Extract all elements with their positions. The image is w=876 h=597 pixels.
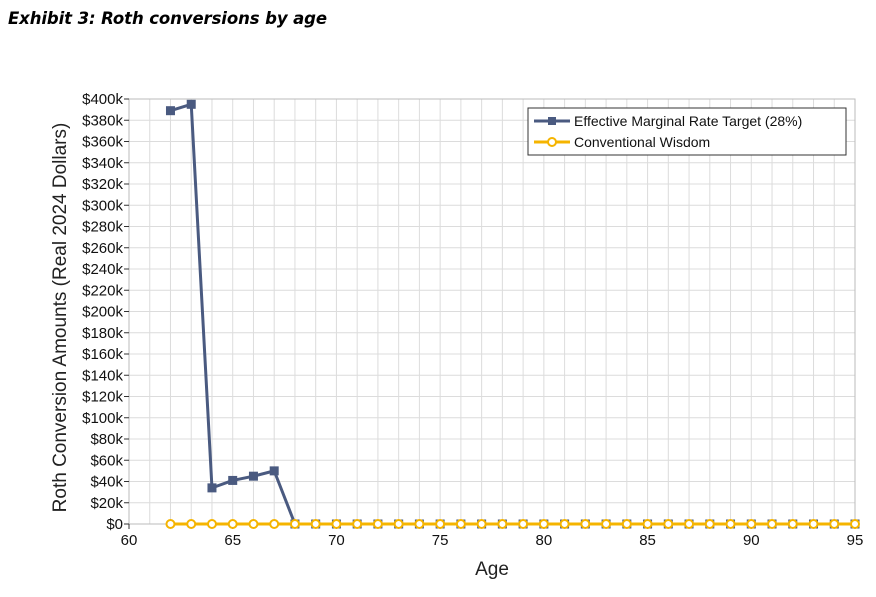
y-axis-title: Roth Conversion Amounts (Real 2024 Dolla… — [50, 123, 71, 513]
data-point — [704, 519, 715, 529]
data-point — [455, 519, 466, 529]
y-tick-label: $0 — [106, 516, 123, 533]
data-point — [165, 106, 175, 116]
data-point — [289, 519, 300, 529]
data-point — [248, 471, 258, 481]
y-tick-label: $240k — [82, 261, 123, 278]
x-tick-label: 65 — [224, 532, 241, 549]
data-point — [642, 519, 653, 529]
data-point — [518, 519, 529, 529]
legend-label: Effective Marginal Rate Target (28%) — [574, 113, 802, 129]
y-tick-label: $220k — [82, 282, 123, 299]
y-tick-label: $60k — [90, 452, 123, 469]
y-tick-label: $280k — [82, 219, 123, 236]
data-point — [269, 466, 279, 476]
data-point — [601, 519, 612, 529]
data-point — [829, 519, 840, 529]
y-tick-label: $360k — [82, 134, 123, 151]
data-point — [165, 519, 176, 529]
data-point — [476, 519, 487, 529]
series-2 — [165, 519, 860, 529]
y-tick-label: $180k — [82, 325, 123, 342]
data-point — [331, 519, 342, 529]
data-point — [414, 519, 425, 529]
x-axis-ticks: 60 65 70 75 80 85 90 95 — [121, 524, 864, 549]
data-point — [580, 519, 591, 529]
data-point — [559, 519, 570, 529]
data-point — [808, 519, 819, 529]
legend-marker — [548, 117, 556, 125]
data-point — [228, 475, 238, 485]
y-tick-label: $120k — [82, 389, 123, 406]
data-point — [372, 519, 383, 529]
legend-item: Effective Marginal Rate Target (28%) — [534, 113, 802, 129]
data-point — [310, 519, 321, 529]
data-point — [746, 519, 757, 529]
x-axis-title: Age — [475, 559, 509, 580]
exhibit-title: Exhibit 3: Roth conversions by age — [8, 9, 327, 28]
data-point — [663, 519, 674, 529]
x-tick-label: 60 — [121, 532, 138, 549]
x-tick-label: 75 — [432, 532, 449, 549]
y-tick-label: $300k — [82, 197, 123, 214]
data-point — [393, 519, 404, 529]
data-point — [787, 519, 798, 529]
y-tick-label: $40k — [90, 474, 123, 491]
data-point — [186, 519, 197, 529]
x-tick-label: 80 — [536, 532, 553, 549]
data-point — [352, 519, 363, 529]
y-tick-label: $340k — [82, 155, 123, 172]
data-point — [497, 519, 508, 529]
legend-box — [527, 107, 847, 156]
x-tick-label: 90 — [743, 532, 760, 549]
data-point — [186, 99, 196, 109]
x-tick-label: 85 — [639, 532, 656, 549]
data-point — [725, 519, 736, 529]
y-tick-label: $320k — [82, 176, 123, 193]
data-point — [206, 519, 217, 529]
y-tick-label: $160k — [82, 346, 123, 363]
y-tick-label: $380k — [82, 112, 123, 129]
legend-label: Conventional Wisdom — [574, 134, 710, 150]
data-point — [621, 519, 632, 529]
series-layer — [165, 99, 860, 529]
legend: Effective Marginal Rate Target (28%) Conv… — [527, 107, 847, 156]
y-tick-label: $200k — [82, 304, 123, 321]
grid-lines — [128, 98, 856, 525]
y-tick-label: $260k — [82, 240, 123, 257]
data-point — [248, 519, 259, 529]
x-tick-label: 70 — [328, 532, 345, 549]
data-point — [767, 519, 778, 529]
data-point — [684, 519, 695, 529]
y-tick-label: $140k — [82, 367, 123, 384]
y-tick-label: $100k — [82, 410, 123, 427]
y-axis-ticks: $0 $20k $40k $60k $80k $100k $120k $140k $160k $1… — [82, 91, 129, 533]
data-point — [227, 519, 238, 529]
data-point — [435, 519, 446, 529]
data-point — [269, 519, 280, 529]
legend-item: Conventional Wisdom — [534, 134, 710, 150]
x-tick-label: 95 — [847, 532, 864, 549]
data-point — [207, 483, 217, 493]
y-tick-label: $20k — [90, 495, 123, 512]
legend-marker — [547, 137, 557, 147]
y-tick-label: $80k — [90, 431, 123, 448]
data-point — [538, 519, 549, 529]
y-tick-label: $400k — [82, 91, 123, 108]
data-point — [850, 519, 860, 529]
